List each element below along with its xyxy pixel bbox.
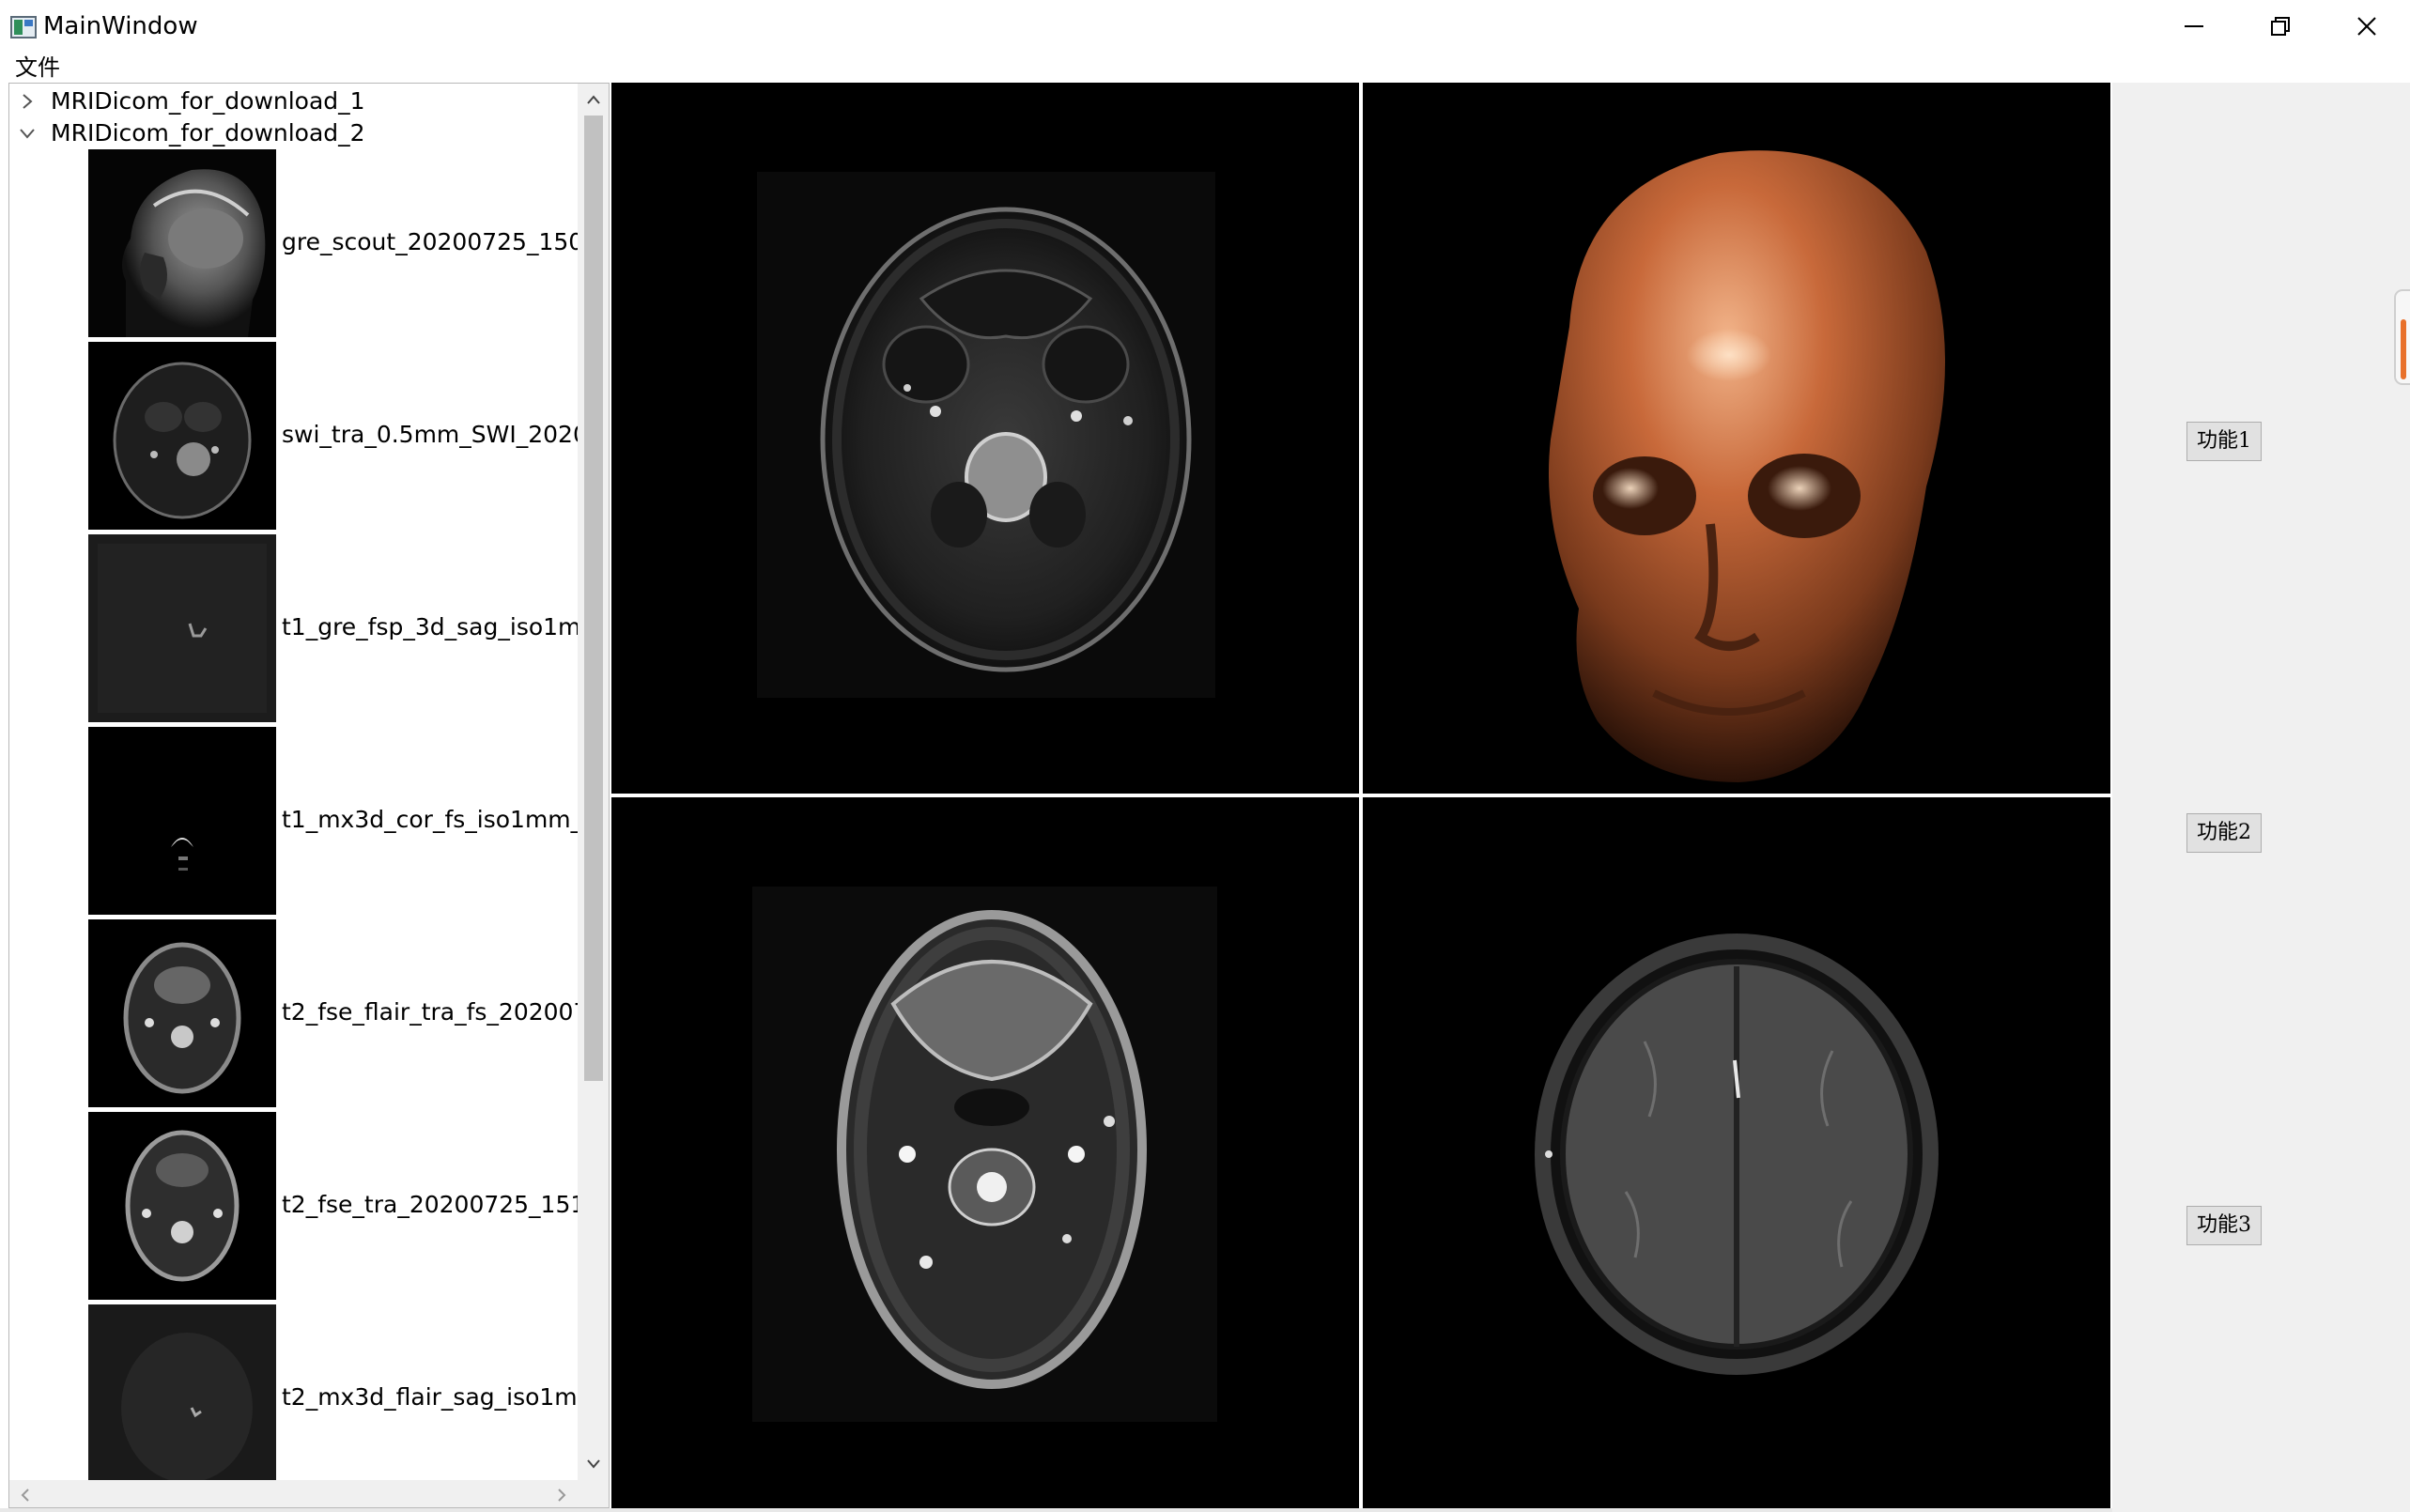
tree-folder-label: MRIDicom_for_download_1 xyxy=(51,87,365,115)
axial-neck-image xyxy=(752,887,1217,1422)
series-label: t2_fse_tra_20200725_151... xyxy=(282,1191,609,1218)
app-icon xyxy=(10,16,37,39)
series-thumbnail xyxy=(88,1304,276,1492)
series-thumbnail xyxy=(88,727,276,915)
chevron-right-icon xyxy=(558,1489,566,1502)
axial-swi-image xyxy=(757,172,1215,698)
axial-brain-image xyxy=(1535,933,1939,1375)
scrollbar-thumb[interactable] xyxy=(584,116,603,1081)
file-tree[interactable]: MRIDicom_for_download_1 MRIDicom_for_dow… xyxy=(8,83,610,1508)
title-bar: MainWindow xyxy=(0,0,2410,53)
scroll-up-button[interactable] xyxy=(578,84,609,116)
series-label: t2_fse_flair_tra_fs_202007... xyxy=(282,998,610,1026)
function1-button[interactable]: 功能1 xyxy=(2186,422,2262,461)
menu-bar: 文件 xyxy=(0,53,2410,83)
edge-scroll-handle[interactable] xyxy=(2394,289,2410,385)
tree-folder-1[interactable]: MRIDicom_for_download_1 xyxy=(9,85,582,117)
series-label: gre_scout_20200725_150... xyxy=(282,228,606,255)
viewport-bottom-left[interactable] xyxy=(611,797,1359,1508)
minimize-button[interactable] xyxy=(2151,0,2237,53)
chevron-right-icon[interactable] xyxy=(19,93,36,110)
series-item[interactable]: t2_fse_tra_20200725_151... xyxy=(88,1112,608,1300)
chevron-up-icon xyxy=(587,95,600,104)
series-thumbnail xyxy=(88,534,276,722)
series-item[interactable]: t2_mx3d_flair_sag_iso1m... xyxy=(88,1304,600,1492)
series-thumbnail xyxy=(88,919,276,1107)
series-label: t1_mx3d_cor_fs_iso1mm_... xyxy=(282,806,605,833)
function-panel: 功能1 功能2 功能3 xyxy=(2112,83,2410,1512)
series-item[interactable]: t2_fse_flair_tra_fs_202007... xyxy=(88,919,609,1107)
chevron-down-icon xyxy=(587,1459,600,1469)
restore-icon xyxy=(2271,17,2290,36)
series-item[interactable]: swi_tra_0.5mm_SWI_2020... xyxy=(88,342,609,530)
series-thumbnail xyxy=(88,342,276,530)
scroll-down-button[interactable] xyxy=(578,1448,609,1480)
function3-button[interactable]: 功能3 xyxy=(2186,1206,2262,1245)
close-icon xyxy=(2357,17,2376,36)
close-button[interactable] xyxy=(2324,0,2410,53)
tree-vertical-scrollbar[interactable] xyxy=(578,84,609,1480)
window-title: MainWindow xyxy=(43,12,198,40)
chevron-down-icon[interactable] xyxy=(19,125,36,142)
status-strip xyxy=(0,1508,2112,1512)
series-label: t2_mx3d_flair_sag_iso1m... xyxy=(282,1383,600,1411)
series-thumbnail xyxy=(88,1112,276,1300)
scroll-left-button[interactable] xyxy=(9,1480,41,1507)
chevron-left-icon xyxy=(21,1489,29,1502)
series-item[interactable]: t1_gre_fsp_3d_sag_iso1m... xyxy=(88,534,603,722)
tree-folder-2[interactable]: MRIDicom_for_download_2 xyxy=(9,117,582,149)
series-label: t1_gre_fsp_3d_sag_iso1m... xyxy=(282,613,604,640)
series-item[interactable]: gre_scout_20200725_150... xyxy=(88,149,606,337)
tree-horizontal-scrollbar[interactable] xyxy=(9,1480,578,1507)
viewport-bottom-right[interactable] xyxy=(1363,797,2110,1508)
menu-file[interactable]: 文件 xyxy=(15,54,60,81)
viewport-top-right[interactable] xyxy=(1363,83,2110,794)
tree-folder-label: MRIDicom_for_download_2 xyxy=(51,119,365,147)
volume-render-image xyxy=(1363,83,2110,794)
scrollbar-corner xyxy=(578,1480,609,1507)
viewport-top-left[interactable] xyxy=(611,83,1359,794)
scroll-indicator xyxy=(2401,319,2406,379)
minimize-icon xyxy=(2185,25,2203,27)
series-item[interactable]: t1_mx3d_cor_fs_iso1mm_... xyxy=(88,727,605,915)
function2-button[interactable]: 功能2 xyxy=(2186,813,2262,853)
restore-button[interactable] xyxy=(2237,0,2324,53)
image-viewer xyxy=(610,83,2112,1508)
series-label: swi_tra_0.5mm_SWI_2020... xyxy=(282,421,610,448)
series-thumbnail xyxy=(88,149,276,337)
scroll-right-button[interactable] xyxy=(546,1480,578,1507)
